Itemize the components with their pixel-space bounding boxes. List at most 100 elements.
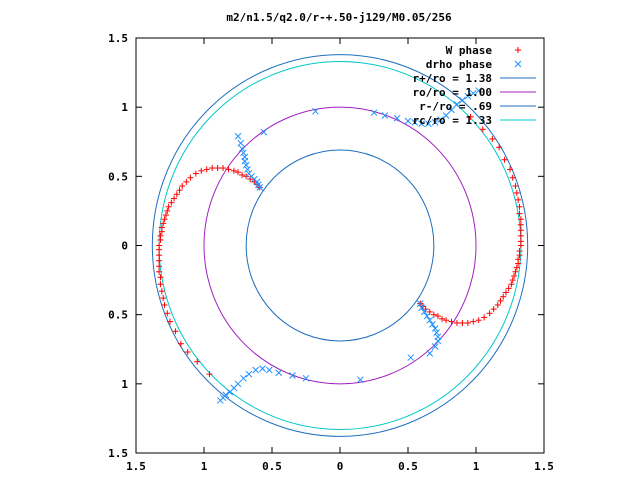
w-phase-point	[515, 260, 522, 267]
drho-phase-point	[418, 120, 425, 128]
w-phase-point	[206, 371, 213, 378]
w-phase-point	[459, 319, 466, 326]
drho-phase-point	[357, 376, 364, 384]
w-phase-point	[515, 196, 522, 203]
x-tick-label: 1.5	[126, 460, 146, 473]
w-phase-point	[502, 289, 509, 296]
w-phase-point	[183, 178, 190, 185]
w-phase-point	[160, 295, 167, 302]
drho-phase-point	[381, 112, 389, 119]
w-phase-point	[209, 165, 216, 172]
cross-b	[514, 60, 522, 68]
drho-phase-point	[245, 370, 253, 378]
drho-phase-point	[244, 166, 251, 173]
w-phase-point	[158, 224, 165, 231]
cross-b	[275, 369, 283, 377]
cross-b	[469, 89, 477, 97]
drho-phase-point	[434, 337, 442, 345]
drho-phase-point	[426, 350, 434, 357]
w-phase-point	[517, 221, 524, 228]
w-phase-point	[501, 156, 508, 163]
w-phase-point	[192, 170, 199, 177]
w-phase-point	[430, 311, 437, 318]
w-phase-point	[508, 281, 515, 288]
w-phase-point	[164, 310, 171, 317]
legend-label: ro/ro = 1.00	[413, 86, 492, 99]
w-phase-point	[494, 301, 501, 308]
cross-b	[245, 370, 253, 378]
legend-swatch-plus	[515, 47, 521, 53]
w-phase-point	[168, 199, 175, 206]
drho-phase-point	[418, 304, 425, 312]
drho-phase-point	[289, 372, 296, 379]
cross-b	[302, 374, 310, 382]
w-phase-point	[496, 144, 503, 151]
drho-phase-point	[226, 388, 234, 396]
cross-b	[453, 101, 461, 108]
drho-phase-point	[404, 117, 412, 125]
w-phase-point	[198, 167, 205, 174]
w-phase-point	[156, 252, 163, 259]
w-phase-point	[156, 263, 163, 270]
drho-phase-point	[245, 170, 253, 177]
cross-b	[370, 109, 378, 117]
drho-phase-point	[464, 92, 472, 100]
w-phase-point	[443, 317, 450, 324]
cross-b	[475, 87, 483, 94]
cross-b	[442, 112, 450, 119]
cross-b	[289, 372, 296, 379]
w-phase-point	[171, 195, 178, 202]
w-phase-point	[490, 306, 497, 313]
drho-phase-point	[431, 343, 439, 350]
w-phase-point	[157, 232, 164, 239]
w-phase-point	[177, 340, 184, 347]
cross-b	[423, 312, 431, 320]
drho-phase-point	[423, 312, 431, 320]
drho-phase-point	[475, 87, 483, 94]
x-tick-label: 0	[337, 460, 344, 473]
cross-b	[234, 132, 242, 140]
cross-b	[416, 300, 424, 307]
w-phase-point	[464, 319, 471, 326]
w-phase-point	[511, 272, 518, 279]
w-phase-point	[157, 281, 164, 288]
w-phase-point	[475, 317, 482, 324]
cross-b	[252, 366, 260, 374]
w-phase-point	[230, 167, 237, 174]
cross-b	[255, 181, 262, 188]
data-points	[156, 87, 524, 404]
drho-phase-point	[469, 89, 477, 97]
y-tick-label: 1	[121, 101, 128, 114]
legend-label: r+/ro = 1.38	[413, 72, 492, 85]
drho-phase-point	[459, 96, 466, 104]
y-tick-label: 1	[121, 378, 128, 391]
cross-b	[418, 120, 425, 128]
circle-ro-ro-1-00	[203, 106, 477, 385]
w-phase-point	[509, 174, 516, 181]
drho-phase-point	[240, 374, 247, 382]
w-phase-point	[486, 310, 493, 317]
w-phase-point	[167, 318, 173, 325]
w-phase-point	[165, 203, 172, 210]
w-phase-point	[179, 183, 186, 190]
drho-phase-point	[216, 397, 224, 404]
circle-r-ro-1-38	[151, 54, 529, 437]
drho-phase-point	[429, 320, 436, 328]
w-phase-point	[516, 210, 523, 217]
w-phase-point	[203, 166, 210, 173]
cross-b	[411, 119, 419, 126]
w-phase-point	[194, 358, 201, 365]
w-phase-point	[512, 268, 519, 275]
cross-b	[259, 365, 266, 372]
w-phase-point	[225, 166, 232, 173]
w-phase-point	[467, 113, 474, 120]
w-phase-point	[220, 165, 227, 172]
drho-phase-point	[431, 325, 439, 332]
y-tick-label: 0	[121, 240, 128, 253]
cross-b	[434, 337, 442, 345]
w-phase-point	[161, 301, 168, 308]
drho-phase-point	[259, 365, 266, 372]
x-tick-label: 0.5	[398, 460, 418, 473]
